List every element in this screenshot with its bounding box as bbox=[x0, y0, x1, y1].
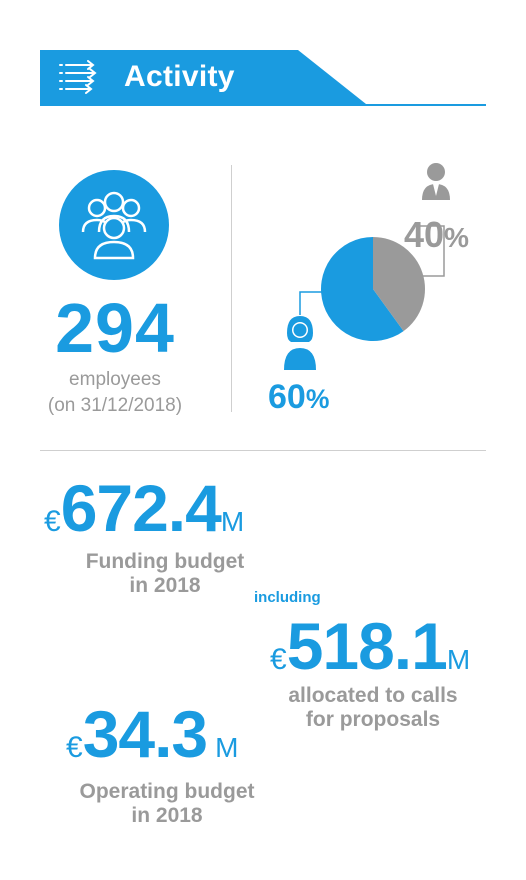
people-group-icon bbox=[59, 170, 169, 280]
funding-amount: €672.4M bbox=[44, 470, 244, 546]
calls-value: 518.1 bbox=[286, 609, 448, 683]
employee-label-line1: employees bbox=[69, 369, 161, 390]
funding-currency: € bbox=[44, 505, 61, 538]
section-header: Activity bbox=[40, 50, 486, 106]
men-percentage: 40% bbox=[404, 214, 469, 256]
horizontal-divider bbox=[40, 450, 486, 451]
calls-label-line1: allocated to calls bbox=[288, 684, 458, 707]
header-banner-shape bbox=[40, 50, 486, 106]
operating-unit: M bbox=[215, 732, 239, 763]
list-arrows-icon bbox=[59, 60, 97, 94]
woman-icon bbox=[284, 316, 316, 370]
men-leader-line bbox=[418, 225, 445, 277]
men-percentage-value: 40 bbox=[404, 214, 445, 255]
employee-label: employees (on 31/12/2018) bbox=[20, 367, 210, 419]
calls-label: allocated to calls for proposals bbox=[270, 684, 476, 732]
women-percentage-value: 60 bbox=[268, 378, 306, 416]
pie-slice-60 bbox=[321, 237, 404, 341]
calls-amount: €518.1M bbox=[270, 608, 470, 684]
calls-unit: M bbox=[446, 644, 471, 675]
vertical-divider bbox=[231, 165, 232, 412]
operating-label-line1: Operating budget bbox=[79, 780, 255, 803]
operating-currency: € bbox=[66, 731, 83, 764]
operating-value: 34.3 bbox=[82, 697, 208, 771]
section-title: Activity bbox=[124, 60, 235, 93]
operating-label-line2: in 2018 bbox=[131, 804, 203, 827]
employee-count: 294 bbox=[55, 289, 175, 367]
women-leader-line bbox=[299, 291, 324, 315]
funding-label: Funding budget in 2018 bbox=[40, 550, 290, 598]
pie-slice-40 bbox=[373, 237, 425, 332]
funding-unit: M bbox=[220, 506, 245, 537]
man-icon bbox=[422, 163, 450, 200]
gender-pie-chart bbox=[284, 163, 450, 370]
employee-label-line2: (on 31/12/2018) bbox=[47, 395, 183, 416]
funding-label-line2: in 2018 bbox=[129, 574, 201, 597]
operating-label: Operating budget in 2018 bbox=[52, 780, 282, 828]
funding-value: 672.4 bbox=[60, 471, 222, 545]
operating-amount: €34.3 M bbox=[66, 696, 238, 772]
women-percentage: 60% bbox=[268, 378, 329, 417]
men-percent-sign: % bbox=[444, 222, 470, 253]
women-percent-sign: % bbox=[305, 384, 330, 414]
including-label: including bbox=[254, 589, 321, 606]
calls-currency: € bbox=[270, 643, 287, 676]
calls-label-line2: for proposals bbox=[305, 708, 441, 731]
funding-label-line1: Funding budget bbox=[85, 550, 245, 573]
